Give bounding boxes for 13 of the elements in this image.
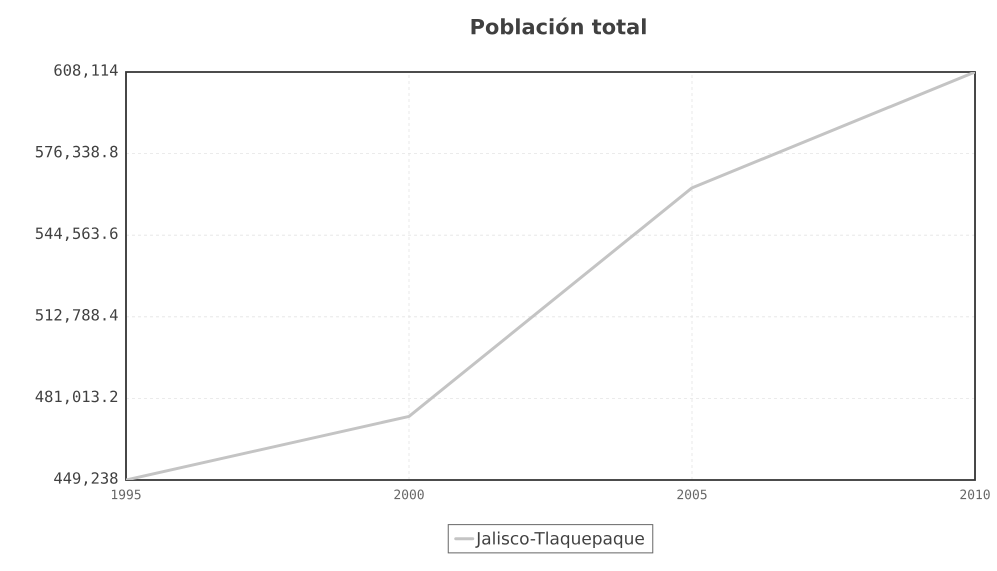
y-tick-label: 481,013.2 xyxy=(36,390,118,404)
x-tick-label: 2010 xyxy=(960,490,990,500)
x-tick-label: 2000 xyxy=(394,490,424,500)
x-tick-label: 1995 xyxy=(112,490,141,500)
y-tick-label: 512,788.4 xyxy=(36,308,118,323)
legend-label: Jalisco-Tlaquepaque xyxy=(475,532,644,548)
x-tick-label: 2005 xyxy=(677,490,707,500)
y-tick-label: 576,338.8 xyxy=(36,146,118,160)
y-tick-label: 544,563.6 xyxy=(36,227,118,241)
line-series xyxy=(126,72,976,480)
y-tick-label: 449,238 xyxy=(54,472,118,486)
y-tick-label: 608,114 xyxy=(54,64,118,78)
chart-title: Población total xyxy=(472,17,646,34)
